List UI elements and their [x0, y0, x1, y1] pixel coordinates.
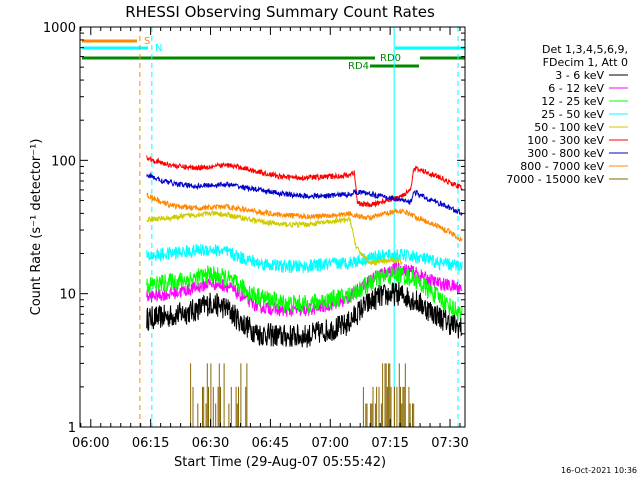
flag-label-rd4: RD4 — [348, 61, 369, 72]
y-axis: 1 10 100 1000 — [43, 21, 465, 436]
legend-header: Det 1,3,4,5,6,9, — [542, 43, 628, 56]
legend-entry-label: 25 - 50 keV — [541, 108, 604, 121]
x-tick-label: 06:00 — [72, 436, 109, 451]
y-tick-label: 100 — [51, 154, 76, 169]
flag-label-n: N — [155, 43, 162, 54]
legend: Det 1,3,4,5,6,9,FDecim 1, Att 03 - 6 keV… — [506, 43, 628, 186]
x-axis: 06:00 06:15 06:30 06:45 07:00 07:15 07:30 — [72, 27, 469, 451]
legend-entry-label: 800 - 7000 keV — [520, 160, 604, 173]
series-line-6 — [146, 155, 463, 208]
y-tick-label: 10 — [59, 288, 76, 303]
y-tick-label: 1 — [68, 421, 76, 436]
series-line-4 — [146, 243, 463, 274]
x-tick-label: 06:15 — [132, 436, 169, 451]
x-tick-label: 07:15 — [371, 436, 408, 451]
y-tick-label: 1000 — [43, 21, 76, 36]
series-line-7 — [146, 171, 463, 216]
series-line-2 — [146, 262, 463, 317]
flag-label-rd0: RD0 — [380, 53, 401, 64]
plot-frame — [79, 26, 466, 428]
legend-entry-label: 12 - 25 keV — [541, 95, 604, 108]
x-axis-label: Start Time (29-Aug-07 05:55:42) — [174, 455, 386, 470]
legend-entry-label: 50 - 100 keV — [534, 121, 604, 134]
series-line-9 — [190, 363, 415, 427]
legend-entry-label: 6 - 12 keV — [548, 82, 604, 95]
series-line-8 — [146, 192, 463, 242]
x-tick-label: 06:45 — [252, 436, 289, 451]
flag-label-s: S — [144, 36, 150, 47]
legend-entry-label: 300 - 800 keV — [527, 147, 604, 160]
series-line-5 — [146, 210, 403, 267]
series-line-3 — [146, 265, 463, 321]
x-tick-label: 07:30 — [431, 436, 468, 451]
x-tick-label: 06:30 — [192, 436, 229, 451]
legend-entry-label: 7000 - 15000 keV — [506, 173, 604, 186]
x-tick-label: 07:00 — [312, 436, 349, 451]
series-line-1 — [146, 281, 463, 348]
legend-entry-label: 100 - 300 keV — [527, 134, 604, 147]
chart-title: RHESSI Observing Summary Count Rates — [125, 3, 435, 21]
plot-area: SN RD0 RD4 — [82, 27, 465, 427]
legend-header: FDecim 1, Att 0 — [543, 56, 628, 69]
y-axis-label: Count Rate (s⁻¹ detector⁻¹) — [29, 139, 44, 316]
legend-entry-label: 3 - 6 keV — [555, 69, 604, 82]
generation-timestamp: 16-Oct-2021 10:36 — [561, 466, 637, 475]
